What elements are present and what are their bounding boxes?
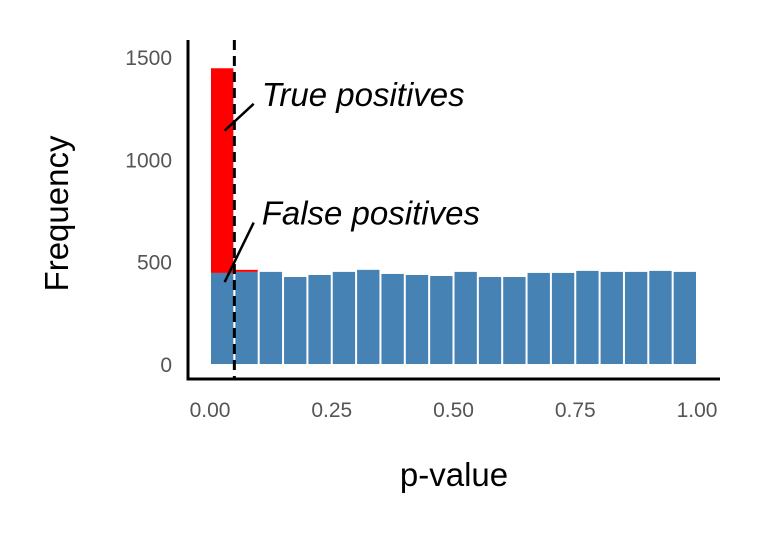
bar-null-bin-16 xyxy=(600,271,623,364)
y-tick-label: 1000 xyxy=(125,149,172,172)
bar-null-bin-2 xyxy=(259,271,283,364)
y-tick-label: 0 xyxy=(160,354,172,377)
x-tick-label: 0.25 xyxy=(311,399,352,422)
x-axis-title: p-value xyxy=(400,456,508,493)
bar-true-bin-0 xyxy=(211,68,234,273)
x-tick-label: 0.00 xyxy=(190,399,231,422)
bar-null-bin-10 xyxy=(454,271,477,364)
x-tick-label: 1.00 xyxy=(677,399,718,422)
annotation-pointer-1 xyxy=(223,221,255,283)
bar-null-bin-11 xyxy=(478,277,502,364)
annotations-group: True positives False positives xyxy=(223,76,480,283)
bar-null-bin-6 xyxy=(357,269,380,364)
bars-group xyxy=(211,68,696,364)
bar-null-bin-5 xyxy=(332,271,356,364)
x-tick-label: 0.50 xyxy=(433,399,474,422)
bar-null-bin-14 xyxy=(551,272,575,364)
bar-null-bin-8 xyxy=(405,274,429,364)
bar-null-bin-1 xyxy=(235,271,258,364)
y-tick-label: 500 xyxy=(137,252,172,275)
bar-null-bin-0 xyxy=(211,272,234,364)
bar-null-bin-12 xyxy=(503,277,526,364)
bar-null-bin-19 xyxy=(673,271,696,364)
annotation-label-1: False positives xyxy=(262,195,480,232)
axes-group: 0.00 0.25 0.50 0.75 1.00 0 500 1000 1500 xyxy=(125,40,720,422)
y-axis-title: Frequency xyxy=(38,135,75,291)
annotation-label-0: True positives xyxy=(262,76,465,113)
bar-null-bin-15 xyxy=(576,270,599,364)
bar-null-bin-17 xyxy=(624,271,648,364)
bar-true-bin-1 xyxy=(235,269,258,272)
bar-null-bin-7 xyxy=(381,273,404,364)
bar-null-bin-18 xyxy=(649,270,672,364)
y-tick-label: 1500 xyxy=(125,47,172,70)
bar-null-bin-9 xyxy=(430,275,453,364)
bar-null-bin-4 xyxy=(308,274,331,364)
bar-null-bin-3 xyxy=(284,277,307,364)
bar-null-bin-13 xyxy=(527,272,550,364)
x-tick-label: 0.75 xyxy=(555,399,596,422)
annotation-pointer-0 xyxy=(223,102,255,132)
